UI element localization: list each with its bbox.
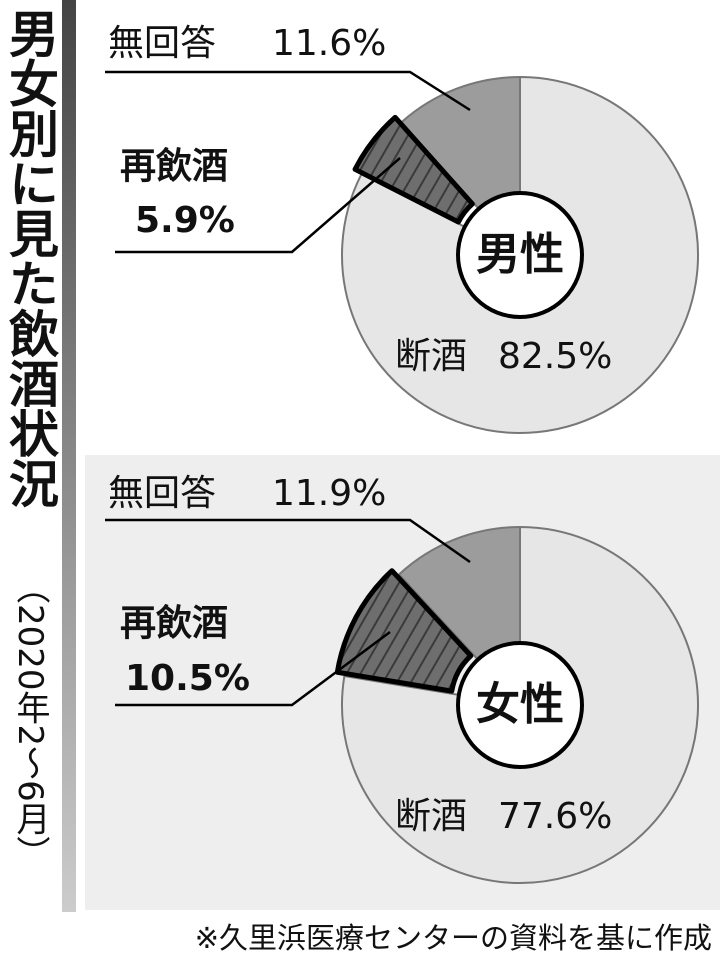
- leader-line: [115, 630, 391, 707]
- center-label: 女性: [476, 679, 564, 730]
- leader-line: [105, 518, 471, 564]
- value-label: 77.6%: [498, 796, 612, 837]
- note: ※久里浜医療センターの資料を基に作成: [195, 921, 712, 955]
- value-label: 5.9%: [135, 200, 235, 241]
- title: 男女別に見た飲酒状況: [1, 8, 59, 508]
- subtitle: （2020年2～6月）: [10, 570, 50, 870]
- category-label: 無回答: [108, 23, 216, 64]
- leader-line: [105, 70, 471, 112]
- value-label: 11.6%: [272, 23, 386, 64]
- category-label: 再飲酒: [120, 603, 228, 644]
- category-label: 断酒: [395, 796, 467, 837]
- value-label: 11.9%: [272, 473, 386, 514]
- center-label: 男性: [476, 229, 564, 280]
- category-label: 断酒: [395, 336, 467, 377]
- category-label: 無回答: [108, 473, 216, 514]
- leader-line: [115, 157, 401, 254]
- value-label: 10.5%: [125, 658, 250, 699]
- donut-slice: [352, 114, 475, 225]
- donut-hole: [456, 641, 584, 769]
- category-label: 再飲酒: [120, 146, 228, 187]
- donut-slice: [334, 568, 474, 694]
- title-bar: [62, 0, 76, 912]
- value-label: 82.5%: [498, 336, 612, 377]
- donut-hole: [456, 191, 584, 319]
